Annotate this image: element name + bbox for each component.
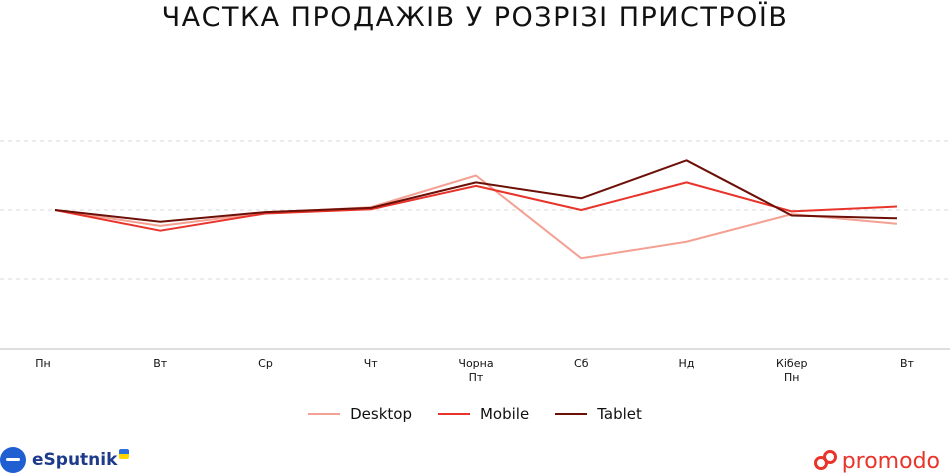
legend: Desktop Mobile Tablet [0,405,950,423]
promodo-logo: promodo [813,446,940,476]
x-tick-label: Нд [679,357,695,370]
legend-label: Desktop [350,405,412,423]
legend-item-desktop: Desktop [308,405,412,423]
legend-swatch [555,413,588,415]
legend-label: Mobile [479,405,530,423]
legend-item-tablet: Tablet [555,405,642,423]
ukraine-heart-icon [119,449,130,459]
x-tick-label: Чорна Пт [458,357,493,384]
chart-title: ЧАСТКА ПРОДАЖІВ У РОЗРІЗІ ПРИСТРОЇВ [161,2,789,33]
series-line-desktop [54,174,898,260]
esputnik-logo: eSputnik [0,444,133,476]
legend-swatch [308,413,341,415]
line-chart: Пн Вт Ср Чт Чорна Пт Сб Нд Кібер Пн Вт [0,140,950,384]
x-tick-label: Сб [574,357,589,370]
series-lines [54,159,898,260]
promodo-logo-icon [813,450,837,472]
legend-item-mobile: Mobile [437,405,530,423]
esputnik-logo-icon [0,447,26,473]
x-tick-label: Пн [35,357,50,370]
legend-swatch [437,413,470,415]
promodo-logo-text: promodo [841,448,940,474]
x-tick-label: Кібер Пн [776,357,807,384]
series-line-mobile [54,181,898,232]
x-tick-labels: Пн Вт Ср Чт Чорна Пт Сб Нд Кібер Пн Вт [35,357,914,384]
x-tick-label: Вт [153,357,168,370]
esputnik-logo-text: eSputnik [32,450,118,470]
grid [0,140,950,280]
series-line-tablet [54,159,898,223]
x-tick-label: Вт [900,357,915,370]
legend-label: Tablet [597,405,642,423]
x-tick-label: Ср [258,357,273,370]
x-tick-label: Чт [364,357,379,370]
